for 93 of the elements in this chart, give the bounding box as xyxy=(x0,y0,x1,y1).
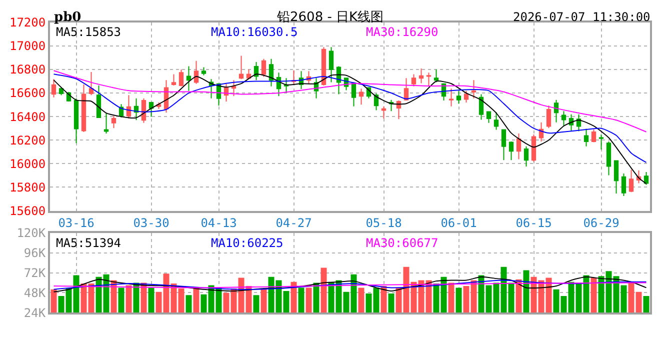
text: MA30:60677 xyxy=(366,236,438,250)
candlestick xyxy=(554,99,559,123)
candlestick xyxy=(591,128,596,143)
candlestick xyxy=(531,134,536,162)
y-tick-label: 17000 xyxy=(9,39,46,54)
candlestick xyxy=(546,105,552,129)
y-tick-label: 17200 xyxy=(9,16,46,30)
candlestick xyxy=(644,172,649,186)
candlestick xyxy=(614,160,619,194)
y-tick-label: 120K xyxy=(16,226,46,240)
candlestick xyxy=(134,98,139,121)
candlestick xyxy=(268,58,274,87)
candlestick xyxy=(51,78,56,98)
x-tick-label: 04-13 xyxy=(200,216,237,230)
candlestick xyxy=(434,68,439,83)
candlestick xyxy=(448,88,454,107)
candlestick xyxy=(628,169,634,193)
candlestick xyxy=(231,80,236,97)
candlestick xyxy=(606,141,612,176)
candlestick xyxy=(486,111,492,124)
candlestick xyxy=(81,84,86,132)
text: MA30:16290 xyxy=(366,25,438,39)
x-tick-label: 06-01 xyxy=(440,216,477,230)
line-series xyxy=(53,70,647,132)
candlestick xyxy=(186,66,192,92)
candlestick xyxy=(516,133,522,160)
x-tick-label: 04-27 xyxy=(276,216,312,230)
text: MA5:15853 xyxy=(56,25,122,39)
y-tick-label: 16200 xyxy=(9,133,46,148)
x-tick-label: 06-29 xyxy=(583,216,620,230)
y-tick-label: 16000 xyxy=(9,156,46,171)
candlestick xyxy=(426,72,432,86)
x-tick-label: 06-15 xyxy=(516,216,552,230)
x-tick-label: 05-18 xyxy=(366,216,402,230)
candlestick xyxy=(471,80,476,99)
y-tick-label: 96K xyxy=(24,246,46,260)
candlestick xyxy=(381,106,386,119)
candlestick xyxy=(478,94,484,120)
candlestick xyxy=(508,141,514,161)
candlestick xyxy=(524,146,529,167)
annotation: 2026-07-07 11:30:00 xyxy=(513,10,650,24)
candlestick xyxy=(576,114,582,132)
candlestick xyxy=(201,66,206,76)
candlestick xyxy=(501,129,506,161)
candlestick xyxy=(291,70,296,84)
candlestick xyxy=(126,94,132,119)
candlestick xyxy=(404,78,409,102)
y-tick-label: 16400 xyxy=(9,110,46,124)
y-tick-label: 16600 xyxy=(9,86,46,100)
candlestick xyxy=(104,112,109,134)
candlestick xyxy=(494,112,499,130)
candlestick xyxy=(111,115,116,129)
candlestick xyxy=(328,46,334,83)
y-tick-label: 16800 xyxy=(9,62,46,77)
line-series xyxy=(53,276,647,292)
candlestick xyxy=(171,74,176,86)
line-series xyxy=(53,280,647,290)
y-tick-label: 24K xyxy=(24,306,46,320)
candlestick xyxy=(358,88,364,106)
y-tick-label: 15800 xyxy=(9,180,46,194)
annotation: pb0 xyxy=(54,10,82,25)
candlestick xyxy=(411,74,416,87)
candlestick xyxy=(464,90,469,103)
text: MA5:51394 xyxy=(56,236,122,250)
candlestick xyxy=(194,60,199,84)
candlestick xyxy=(538,122,544,142)
x-tick-label: 03-16 xyxy=(58,216,94,230)
y-tick-label: 48K xyxy=(24,286,46,300)
candlestick xyxy=(418,68,424,84)
line-series xyxy=(53,74,647,184)
y-tick-label: 15600 xyxy=(9,204,46,218)
candlestick xyxy=(351,82,356,107)
line-series xyxy=(53,74,647,163)
x-tick-label: 03-30 xyxy=(133,216,170,230)
candlestick xyxy=(261,58,266,78)
candlestick xyxy=(584,128,589,147)
candlestick xyxy=(148,102,154,118)
text: MA10:60225 xyxy=(211,236,284,250)
candlestick xyxy=(74,98,79,144)
candlestick xyxy=(598,134,604,150)
candlestick xyxy=(96,84,102,118)
candlestick xyxy=(238,55,244,80)
candlestick xyxy=(456,90,462,104)
text: MA10:16030.5 xyxy=(211,25,298,39)
candlestick xyxy=(284,78,289,94)
candlestick xyxy=(396,100,402,120)
candlestick xyxy=(321,46,326,86)
y-tick-label: 72K xyxy=(24,266,46,280)
candlestick xyxy=(561,110,566,127)
candlestick xyxy=(88,72,94,96)
candlestick xyxy=(178,68,184,87)
chart-title: 铅2608 - 日K线图 xyxy=(276,10,384,25)
candlestick xyxy=(621,173,626,197)
